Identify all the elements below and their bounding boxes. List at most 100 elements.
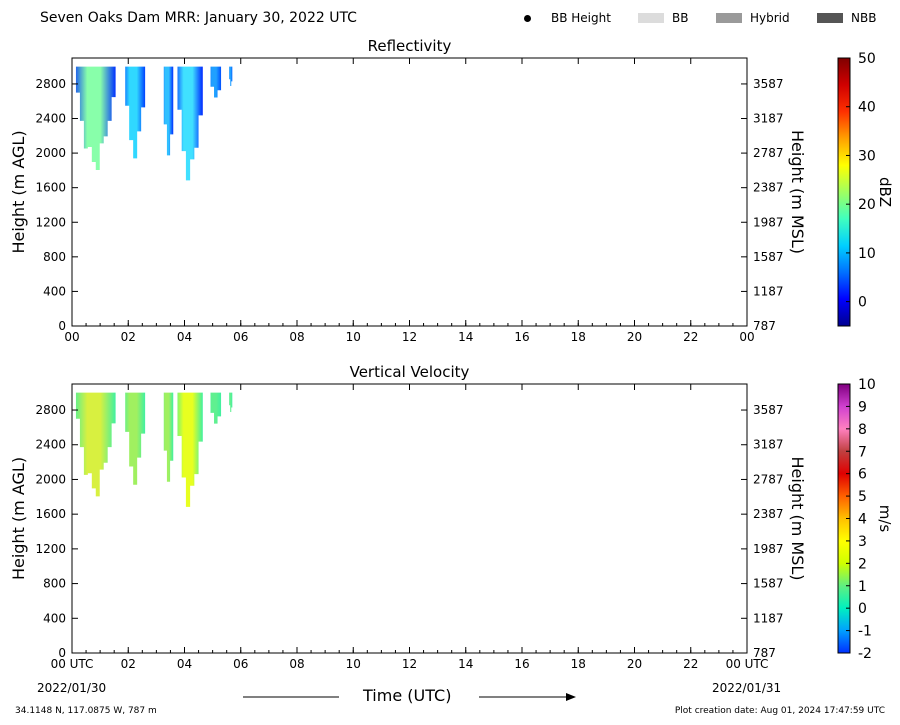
y-axis-label: Height (m AGL) xyxy=(9,130,28,253)
y2-tick-label: 1987 xyxy=(753,215,784,229)
bb-swatch-icon xyxy=(638,13,664,23)
x-tick-label: 02 xyxy=(121,657,136,671)
arrow-head-icon xyxy=(566,693,576,701)
y2-tick-label: 1187 xyxy=(753,284,784,298)
colorbar-tick-label: 6 xyxy=(858,467,867,483)
precip-band xyxy=(207,66,222,98)
precip-band xyxy=(160,66,174,156)
y-tick-label: 2000 xyxy=(35,472,66,486)
end-date-label: 2022/01/31 xyxy=(712,681,782,695)
precip-band xyxy=(72,392,116,497)
colorbar-label: dBZ xyxy=(876,177,894,207)
y2-tick-label: 3587 xyxy=(753,77,784,91)
colorbar-tick-label: 20 xyxy=(858,197,876,213)
y2-tick-label: 2787 xyxy=(753,146,784,160)
colorbar-tick-label: 0 xyxy=(858,601,867,617)
colorbar-tick-label: 2 xyxy=(858,556,867,572)
legend-hybrid: Hybrid xyxy=(716,11,790,25)
x-tick-label: 00 UTC xyxy=(51,657,94,671)
x-tick-label: 06 xyxy=(233,657,248,671)
precip-band xyxy=(121,66,146,159)
precip-band xyxy=(173,66,203,181)
colorbar-tick-label: 0 xyxy=(858,295,867,311)
y2-axis-label: Height (m MSL) xyxy=(788,130,807,254)
y2-tick-label: 3187 xyxy=(753,112,784,126)
y-tick-label: 1600 xyxy=(35,507,66,521)
colorbar-tick-label: 1 xyxy=(858,579,867,595)
x-tick-label: 16 xyxy=(514,330,529,344)
x-tick-label: 18 xyxy=(571,657,586,671)
colorbar-tick-label: 5 xyxy=(858,489,867,505)
hybrid-swatch-icon xyxy=(716,13,742,23)
x-tick-label: 10 xyxy=(346,657,361,671)
precip-band xyxy=(173,392,203,507)
start-date-label: 2022/01/30 xyxy=(37,681,107,695)
colorbar-tick-label: -1 xyxy=(858,624,872,640)
y-tick-label: 2000 xyxy=(35,146,66,160)
x-tick-label: 06 xyxy=(233,330,248,344)
y-tick-label: 1200 xyxy=(35,215,66,229)
plot-title: Seven Oaks Dam MRR: January 30, 2022 UTC xyxy=(40,10,357,26)
y-tick-label: 2800 xyxy=(35,403,66,417)
y2-tick-label: 1187 xyxy=(753,611,784,625)
x-tick-label: 02 xyxy=(121,330,136,344)
colorbar-tick-label: 30 xyxy=(858,148,876,164)
legend-bb: BB xyxy=(638,11,688,25)
y-tick-label: 400 xyxy=(43,611,66,625)
colorbar-label: m/s xyxy=(876,505,894,533)
x-tick-label: 12 xyxy=(402,330,417,344)
x-tick-label: 10 xyxy=(346,330,361,344)
y-tick-label: 2400 xyxy=(35,112,66,126)
y2-tick-label: 1587 xyxy=(753,250,784,264)
x-tick-label: 18 xyxy=(571,330,586,344)
x-tick-label: 22 xyxy=(683,330,698,344)
panel-title: Vertical Velocity xyxy=(350,363,470,381)
legend-bb-height: BB Height xyxy=(524,11,611,25)
y2-tick-label: 3587 xyxy=(753,403,784,417)
x-tick-label: 04 xyxy=(177,330,192,344)
y-tick-label: 400 xyxy=(43,284,66,298)
colorbar-tick-label: 9 xyxy=(858,399,867,415)
x-tick-label: 14 xyxy=(458,330,473,344)
x-tick-label: 20 xyxy=(627,330,642,344)
colorbar-tick-label: 4 xyxy=(858,512,867,528)
legend-nbb: NBB xyxy=(817,11,876,25)
x-tick-label: 04 xyxy=(177,657,192,671)
precip-band xyxy=(72,66,116,170)
colorbar xyxy=(837,57,851,327)
colorbar-tick-label: 3 xyxy=(858,534,867,550)
x-tick-label: 14 xyxy=(458,657,473,671)
colorbar-tick-label: 40 xyxy=(858,100,876,116)
x-tick-label: 08 xyxy=(289,657,304,671)
precip-band xyxy=(121,392,146,485)
creation-date-label: Plot creation date: Aug 01, 2024 17:47:5… xyxy=(674,706,885,716)
colorbar-tick-label: -2 xyxy=(858,646,872,662)
x-tick-label: 12 xyxy=(402,657,417,671)
x-tick-label: 08 xyxy=(289,330,304,344)
x-tick-label: 16 xyxy=(514,657,529,671)
legend-label: BB xyxy=(672,11,689,25)
y2-tick-label: 1987 xyxy=(753,542,784,556)
y-axis-label: Height (m AGL) xyxy=(9,457,28,580)
location-label: 34.1148 N, 117.0875 W, 787 m xyxy=(15,706,157,716)
y-tick-label: 800 xyxy=(43,250,66,264)
precip-band xyxy=(228,392,233,413)
precip-band xyxy=(207,392,222,424)
y-tick-label: 2400 xyxy=(35,438,66,452)
legend-label: NBB xyxy=(851,11,877,25)
x-tick-label: 00 xyxy=(739,330,754,344)
x-axis-label: Time (UTC) xyxy=(363,686,452,705)
y2-tick-label: 787 xyxy=(753,646,776,660)
precip-band xyxy=(160,392,174,482)
legend-label: BB Height xyxy=(551,11,611,25)
panel-title: Reflectivity xyxy=(368,37,452,55)
y2-tick-label: 2787 xyxy=(753,472,784,486)
colorbar-tick-label: 10 xyxy=(858,377,876,393)
y-tick-label: 1600 xyxy=(35,181,66,195)
x-tick-label: 22 xyxy=(683,657,698,671)
bb-height-dot-icon xyxy=(524,14,531,22)
y-tick-label: 0 xyxy=(58,646,66,660)
precip-band xyxy=(228,66,233,86)
